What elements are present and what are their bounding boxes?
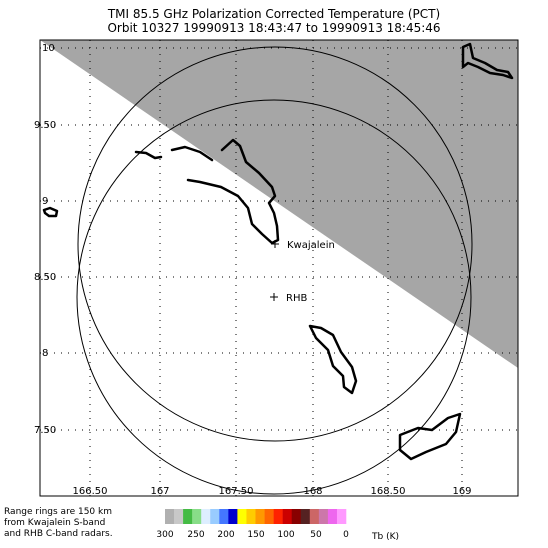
colorbar-labels: 300 250 200 150 100 50 0 bbox=[156, 530, 349, 540]
lat-tick-label: 7.50 bbox=[34, 425, 56, 436]
kwajalein-range-ring bbox=[77, 46, 473, 442]
latitude-labels: 10 9.50 9 8.50 8 7.50 bbox=[34, 43, 56, 436]
colorbar-swatch bbox=[246, 509, 256, 524]
namu-atoll-coast bbox=[398, 412, 462, 461]
plot-frame bbox=[39, 39, 519, 497]
tmi-swath bbox=[40, 40, 518, 368]
note-line: and RHB C-band radars. bbox=[4, 529, 113, 539]
range-ring-note: Range rings are 150 km from Kwajalein S-… bbox=[4, 507, 113, 540]
colorbar-swatch bbox=[210, 509, 220, 524]
lat-tick-label: 8 bbox=[42, 348, 48, 359]
wotho-atoll-coast bbox=[42, 206, 59, 218]
rhb-label: RHB bbox=[286, 293, 307, 304]
lat-tick-label: 9.50 bbox=[34, 120, 56, 131]
lat-tick-label: 8.50 bbox=[34, 272, 56, 283]
note-line: Range rings are 150 km bbox=[4, 507, 112, 517]
lae-atoll-coast bbox=[308, 324, 358, 395]
colorbar-swatch bbox=[237, 509, 247, 524]
colorbar-swatch bbox=[336, 509, 347, 524]
site-markers bbox=[270, 240, 279, 301]
colorbar-swatch bbox=[273, 509, 283, 524]
lon-tick-label: 167.50 bbox=[219, 486, 254, 497]
colorbar-tick-label: 300 bbox=[156, 530, 173, 540]
colorbar-swatch bbox=[282, 509, 292, 524]
coastlines bbox=[42, 42, 514, 461]
grid bbox=[40, 40, 518, 496]
lon-tick-label: 168 bbox=[303, 486, 322, 497]
kwajalein-marker bbox=[271, 240, 279, 248]
map-subtitle: Orbit 10327 19990913 18:43:47 to 1999091… bbox=[107, 21, 441, 35]
colorbar bbox=[165, 509, 347, 524]
colorbar-tick-label: 150 bbox=[247, 530, 264, 540]
rhb-marker bbox=[270, 293, 278, 301]
kwajalein-label: Kwajalein bbox=[287, 240, 335, 251]
lon-tick-label: 166.50 bbox=[73, 486, 108, 497]
colorbar-swatch bbox=[264, 509, 274, 524]
colorbar-swatch bbox=[300, 509, 311, 524]
colorbar-swatch bbox=[318, 509, 329, 524]
lon-tick-label: 169 bbox=[452, 486, 471, 497]
colorbar-tick-label: 100 bbox=[277, 530, 294, 540]
colorbar-swatch bbox=[327, 509, 338, 524]
lat-tick-label: 9 bbox=[42, 196, 48, 207]
colorbar-swatch bbox=[192, 509, 202, 524]
colorbar-tick-label: 200 bbox=[217, 530, 234, 540]
lat-tick-label: 10 bbox=[42, 43, 55, 54]
colorbar-swatch bbox=[291, 509, 302, 524]
ujae-atoll-coast bbox=[461, 42, 514, 80]
kwajalein-atoll-coast bbox=[134, 138, 280, 245]
map-title: TMI 85.5 GHz Polarization Corrected Temp… bbox=[107, 7, 441, 21]
colorbar-swatch bbox=[309, 509, 320, 524]
range-rings bbox=[76, 46, 473, 495]
lon-tick-label: 167 bbox=[150, 486, 169, 497]
rhb-range-ring bbox=[76, 99, 472, 495]
colorbar-tick-label: 0 bbox=[343, 530, 349, 540]
note-line: from Kwajalein S-band bbox=[4, 518, 106, 528]
colorbar-tick-label: 250 bbox=[187, 530, 204, 540]
lon-tick-label: 168.50 bbox=[371, 486, 406, 497]
longitude-labels: 166.50 167 167.50 168 168.50 169 bbox=[73, 486, 472, 497]
colorbar-swatch bbox=[183, 509, 193, 524]
colorbar-swatch bbox=[228, 509, 238, 524]
colorbar-swatch bbox=[201, 509, 211, 524]
colorbar-swatch bbox=[165, 509, 175, 524]
colorbar-tick-label: 50 bbox=[310, 530, 322, 540]
colorbar-swatch bbox=[219, 509, 229, 524]
colorbar-swatch bbox=[174, 509, 184, 524]
colorbar-swatch bbox=[255, 509, 265, 524]
colorbar-unit: Tb (K) bbox=[371, 532, 399, 542]
